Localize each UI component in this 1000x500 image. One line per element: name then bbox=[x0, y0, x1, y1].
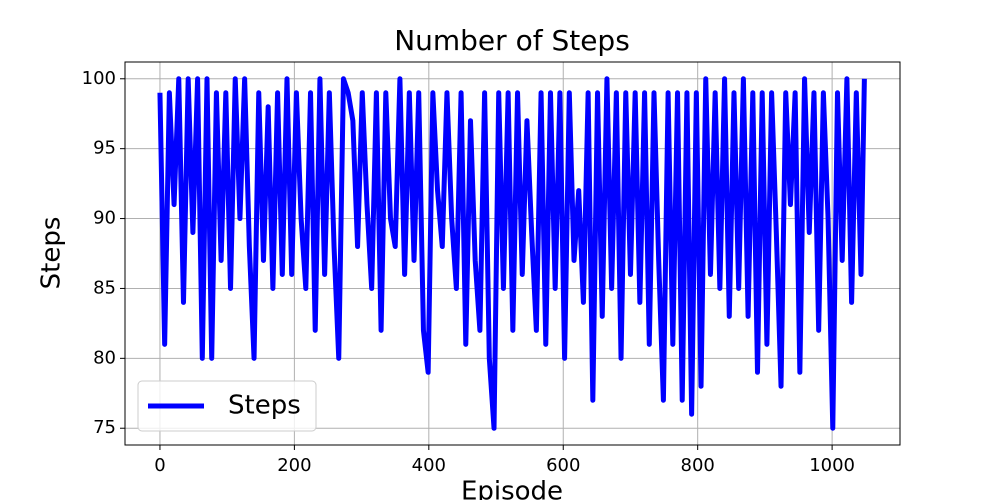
legend: Steps bbox=[137, 380, 317, 432]
y-tick-label: 85 bbox=[93, 277, 116, 298]
x-tick-label: 800 bbox=[681, 455, 715, 476]
x-tick-label: 600 bbox=[546, 455, 580, 476]
chart-title: Number of Steps bbox=[394, 24, 630, 57]
y-tick-label: 75 bbox=[93, 417, 116, 438]
x-tick-label: 0 bbox=[154, 455, 165, 476]
plot-frame bbox=[124, 61, 901, 446]
legend-label: Steps bbox=[228, 391, 301, 421]
x-tick-label: 200 bbox=[277, 455, 311, 476]
legend-box bbox=[137, 380, 317, 432]
y-axis-label: Steps bbox=[37, 217, 67, 290]
data-line bbox=[157, 76, 867, 431]
x-tick-label: 400 bbox=[412, 455, 446, 476]
y-tick-label: 95 bbox=[93, 138, 116, 159]
x-tick-label: 1000 bbox=[809, 455, 855, 476]
x-axis-label: Episode bbox=[461, 477, 563, 500]
y-tick-label: 80 bbox=[93, 347, 116, 368]
y-tick-label: 90 bbox=[93, 208, 116, 229]
y-tick-label: 100 bbox=[82, 68, 116, 89]
